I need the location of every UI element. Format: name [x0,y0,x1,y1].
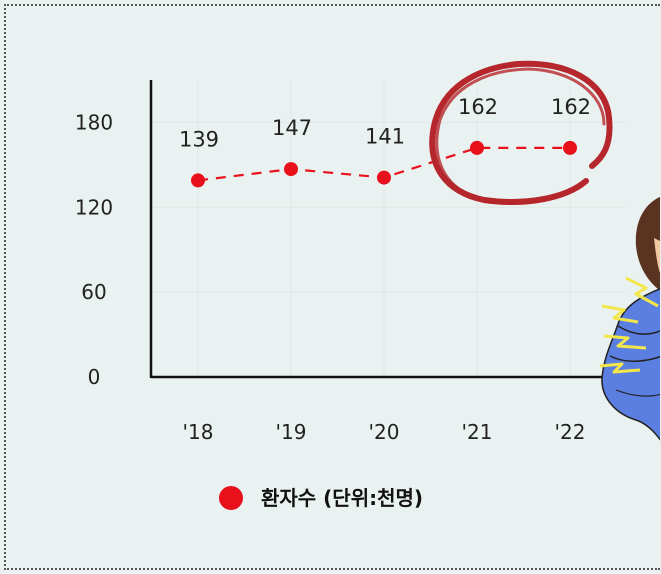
legend-marker [219,486,243,510]
data-label: 141 [365,125,405,149]
x-tick-label: '19 [276,420,307,444]
line-chart: 180 120 60 0 '18 '19 '20 '21 '22 139 147 141 162 16… [75,60,660,510]
x-tick-label: '20 [369,420,400,444]
y-tick-label: 120 [75,195,113,219]
y-tick-label: 0 [88,365,101,389]
highlight-circle [429,60,613,205]
data-point [191,173,205,188]
data-point [377,170,391,185]
x-tick-label: '22 [555,420,586,444]
legend: 환자수 (단위:천명) [219,486,423,510]
pain-marks [599,276,659,374]
chart-frame: 180 120 60 0 '18 '19 '20 '21 '22 139 147 141 162 16… [4,4,660,570]
y-tick-label: 60 [81,280,106,304]
data-labels: 139 147 141 162 162 [179,95,591,152]
person-illustration [601,196,660,441]
x-tick-labels: '18 '19 '20 '21 '22 [183,420,586,444]
data-label: 162 [551,95,591,119]
y-tick-labels: 180 120 60 0 [75,110,113,389]
data-point [284,162,298,177]
data-label: 162 [458,95,498,119]
x-tick-label: '21 [462,420,493,444]
legend-label: 환자수 (단위:천명) [261,486,423,510]
gridlines [151,80,626,377]
data-label: 139 [179,127,219,151]
axes [149,80,626,379]
data-points [191,140,577,188]
y-tick-label: 180 [75,110,113,134]
data-point [563,140,577,155]
x-tick-label: '18 [183,420,214,444]
data-label: 147 [272,116,312,140]
data-point [470,140,484,155]
